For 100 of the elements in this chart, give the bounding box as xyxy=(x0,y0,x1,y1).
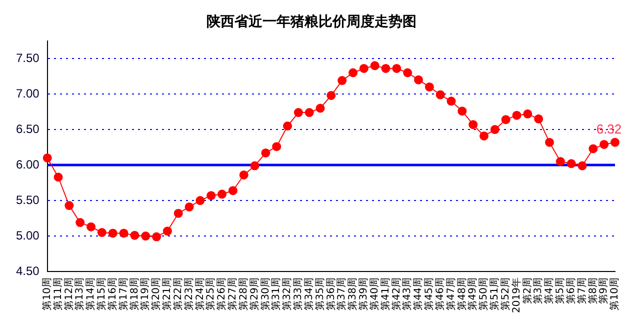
x-tick-label: 第33周 xyxy=(292,278,304,310)
point xyxy=(578,161,587,170)
x-tick-label: 第25周 xyxy=(204,278,217,310)
point xyxy=(250,161,260,170)
x-tick-label: 第22周 xyxy=(172,278,184,310)
x-tick-label: 第51周 xyxy=(488,278,501,310)
point xyxy=(261,148,270,158)
x-tick-label: 第6周 xyxy=(564,278,577,304)
point xyxy=(392,64,402,73)
x-tick-label: 第31周 xyxy=(270,278,282,310)
x-tick-label: 第30周 xyxy=(259,278,272,310)
x-tick-label: 第16周 xyxy=(106,278,118,310)
point xyxy=(534,114,544,124)
point xyxy=(326,90,336,100)
point xyxy=(381,64,390,73)
point xyxy=(283,122,292,130)
point xyxy=(545,138,554,147)
point xyxy=(76,218,85,228)
x-tick-label: 第4周 xyxy=(543,278,556,304)
y-tick-label: 7.50 xyxy=(16,50,40,65)
point xyxy=(272,142,282,152)
point xyxy=(162,226,172,236)
x-tick-label: 第52周 xyxy=(499,278,512,310)
x-tick-label: 第14周 xyxy=(84,278,97,310)
point xyxy=(468,120,478,130)
x-tick-label: 第38周 xyxy=(346,278,359,310)
point xyxy=(556,157,565,166)
point xyxy=(523,109,532,118)
point xyxy=(174,208,183,218)
x-tick-label: 第5周 xyxy=(554,278,566,304)
x-tick-label: 第19周 xyxy=(139,278,152,310)
x-tick-label: 第27周 xyxy=(226,278,239,310)
x-tick-label: 第43周 xyxy=(401,278,414,310)
point xyxy=(436,90,445,100)
x-tick-label: 第10周 xyxy=(608,278,621,310)
x-tick-label: 第34周 xyxy=(302,278,315,310)
point xyxy=(588,144,598,154)
x-tick-label: 第15周 xyxy=(96,278,108,310)
x-tick-label: 第39周 xyxy=(358,278,370,310)
point xyxy=(566,159,576,168)
point xyxy=(610,138,620,147)
point xyxy=(196,196,205,206)
point xyxy=(458,106,467,116)
x-tick-label: 第20周 xyxy=(150,278,162,310)
point xyxy=(119,228,128,238)
x-tick-label: 第18周 xyxy=(128,278,140,310)
data-label: 6.32 xyxy=(596,121,622,136)
point xyxy=(414,75,424,84)
x-tick-label: 第24周 xyxy=(194,278,206,310)
y-tick-label: 6.50 xyxy=(16,122,40,136)
point xyxy=(359,64,368,73)
x-tick-label: 第17周 xyxy=(117,278,130,310)
x-tick-label: 第40周 xyxy=(368,278,380,310)
x-tick-label: 第35周 xyxy=(314,278,326,310)
x-tick-label: 2019年 xyxy=(510,278,522,314)
x-tick-label: 第13周 xyxy=(74,278,86,310)
point xyxy=(97,228,106,237)
point xyxy=(446,96,456,106)
x-tick-label: 第28周 xyxy=(237,278,250,310)
point xyxy=(338,76,347,86)
point xyxy=(54,172,63,182)
point xyxy=(141,232,150,241)
x-tick-label: 第45周 xyxy=(423,278,436,310)
chart-title: 陕西省近一年猪粮比价周度走势图 xyxy=(206,13,416,30)
point xyxy=(304,108,314,118)
x-tick-label: 第11周 xyxy=(52,278,64,310)
point xyxy=(424,82,434,92)
x-tick-label: 第41周 xyxy=(379,278,392,310)
x-tick-label: 第23周 xyxy=(182,278,195,310)
point xyxy=(228,186,238,196)
y-tick-label: 6.00 xyxy=(16,157,40,172)
x-tick-label: 第26周 xyxy=(216,278,228,310)
x-tick-label: 第7周 xyxy=(576,278,588,304)
x-tick-label: 第2周 xyxy=(521,278,534,304)
x-tick-label: 第44周 xyxy=(412,278,424,310)
x-tick-label: 第42周 xyxy=(390,278,402,310)
point xyxy=(316,104,325,113)
point xyxy=(130,230,140,240)
point xyxy=(239,170,248,180)
x-tick-label: 第9周 xyxy=(598,278,610,304)
point xyxy=(490,125,500,134)
point xyxy=(184,202,194,212)
y-tick-label: 5.00 xyxy=(16,228,40,242)
y-tick-label: 5.50 xyxy=(16,192,40,207)
x-tick-label: 第10周 xyxy=(40,278,53,310)
point xyxy=(86,222,96,232)
point xyxy=(480,131,489,140)
x-tick-label: 第36周 xyxy=(324,278,337,310)
point xyxy=(294,108,303,118)
y-tick-label: 4.50 xyxy=(16,264,40,278)
point xyxy=(152,232,162,242)
point xyxy=(512,110,522,120)
point xyxy=(218,190,227,199)
point xyxy=(42,153,52,162)
y-tick-label: 7.00 xyxy=(16,86,40,100)
x-tick-label: 第21周 xyxy=(161,278,174,310)
point xyxy=(348,68,358,78)
point xyxy=(403,68,412,78)
x-tick-label: 第37周 xyxy=(336,278,348,310)
x-tick-label: 第49周 xyxy=(466,278,479,310)
